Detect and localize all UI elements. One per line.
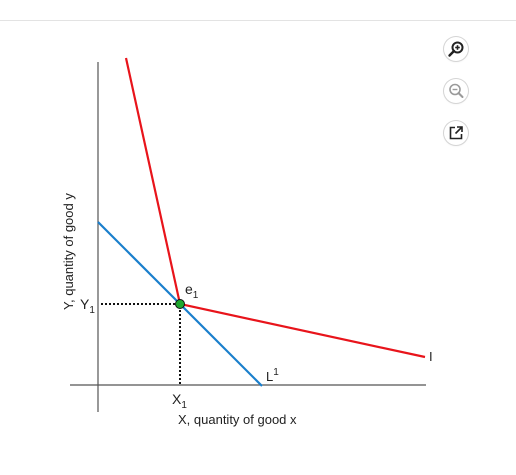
indifference-curve-label: I (429, 349, 433, 364)
zoom-in-icon (448, 41, 464, 57)
x1-tick-label: X1 (172, 391, 187, 411)
indifference-curve[interactable] (124, 57, 426, 359)
popout-button[interactable] (444, 121, 468, 145)
budget-line-label: L1 (266, 367, 279, 384)
zoom-out-icon (449, 83, 464, 98)
equilibrium-point[interactable] (175, 299, 185, 309)
point-label-e1: e1 (185, 281, 199, 301)
zoom-out-button[interactable] (444, 79, 468, 103)
y-axis-label: Y, quantity of good y (61, 193, 76, 310)
x-axis-label: X, quantity of good x (178, 412, 297, 427)
top-divider (0, 20, 516, 21)
zoom-in-button[interactable] (444, 37, 468, 61)
y1-tick-label: Y1 (80, 296, 95, 316)
external-link-icon (449, 126, 463, 140)
